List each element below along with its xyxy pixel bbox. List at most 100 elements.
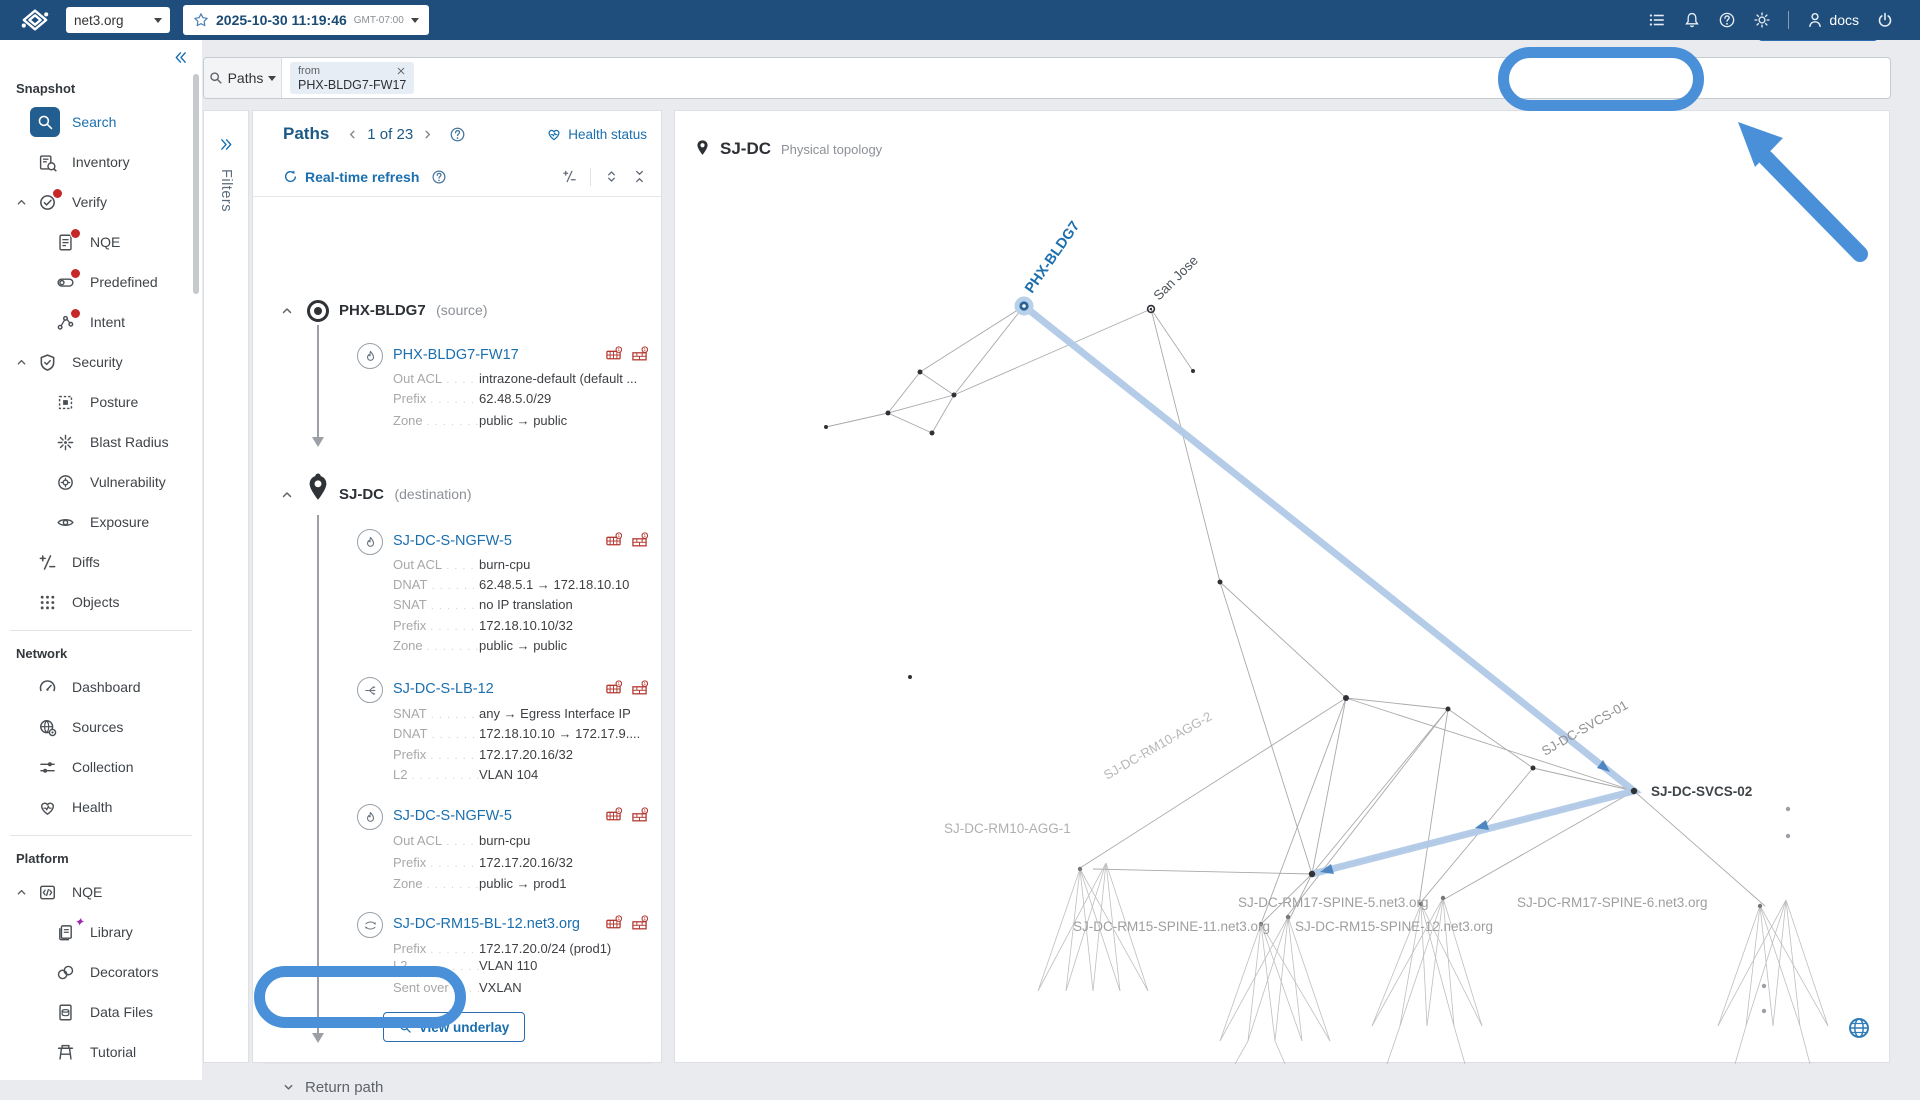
diffs-icon	[38, 553, 57, 572]
hop-detail-row: Prefix172.17.20.16/32	[253, 852, 661, 872]
hop-row: SJ-DC-S-NGFW-5	[253, 529, 661, 555]
hop-device-link[interactable]: PHX-BLDG7-FW17	[393, 347, 519, 363]
sidebar-item-collection[interactable]: Collection	[0, 747, 202, 787]
view-underlay-button[interactable]: View underlay	[383, 1012, 525, 1042]
vulnerability-icon	[56, 473, 75, 492]
topology-nodes[interactable]	[824, 304, 1763, 927]
nat-issue-icon[interactable]	[631, 915, 648, 932]
sidebar-item-health[interactable]: Health	[0, 787, 202, 827]
nat-issue-icon[interactable]	[631, 532, 648, 549]
sidebar-group-nqe[interactable]: NQE	[0, 872, 202, 912]
sidebar-item-nqe-checks[interactable]: NQE	[0, 222, 202, 262]
destination-group-row[interactable]: SJ-DC (destination)	[253, 473, 661, 508]
sidebar-item-blast-radius[interactable]: Blast Radius	[0, 422, 202, 462]
sidebar-item-dashboard[interactable]: Dashboard	[0, 667, 202, 707]
docs-menu[interactable]: docs	[1806, 11, 1859, 29]
sidebar-item-vulnerability[interactable]: Vulnerability	[0, 462, 202, 502]
nat-issue-icon[interactable]	[631, 807, 648, 824]
hop-detail-row: L2VLAN 110	[253, 955, 661, 975]
chevron-up-icon[interactable]	[281, 305, 293, 317]
collapse-sidebar-icon[interactable]	[173, 50, 188, 65]
sidebar-item-inventory[interactable]: Inventory	[0, 142, 202, 182]
acl-issue-icon[interactable]	[605, 915, 622, 932]
sidebar-item-intent[interactable]: Intent	[0, 302, 202, 342]
collapse-all-icon[interactable]	[632, 169, 647, 184]
world-map-icon[interactable]	[1847, 1016, 1871, 1040]
nat-issue-icon[interactable]	[631, 346, 648, 363]
nat-issue-icon[interactable]	[631, 680, 648, 697]
highlighted-path[interactable]	[1021, 303, 1642, 878]
acl-issue-icon[interactable]	[605, 807, 622, 824]
sidebar-item-exposure[interactable]: Exposure	[0, 502, 202, 542]
hop-device-link[interactable]: SJ-DC-RM15-BL-12.net3.org	[393, 916, 580, 932]
star-icon[interactable]	[193, 12, 209, 28]
search-filter-chip[interactable]: from PHX-BLDG7-FW17	[290, 62, 415, 94]
expand-all-icon[interactable]	[604, 169, 619, 184]
hop-device-link[interactable]: SJ-DC-S-LB-12	[393, 681, 494, 697]
paths-help-icon[interactable]	[449, 126, 466, 143]
topology-canvas[interactable]: PHX-BLDG7 San Jose SJ-DC-RM10-AGG-2 SJ-D…	[675, 111, 1891, 1064]
task-list-icon[interactable]	[1648, 11, 1666, 29]
chip-close-icon[interactable]	[396, 66, 406, 76]
logout-power-icon[interactable]	[1876, 11, 1894, 29]
library-icon: ✦	[56, 915, 84, 942]
chevron-down-icon	[410, 17, 419, 23]
sidebar-item-tutorial[interactable]: Tutorial	[0, 1032, 202, 1072]
source-bullseye-icon	[307, 300, 329, 322]
expand-filters-icon[interactable]	[219, 137, 234, 152]
sidebar-group-security[interactable]: Security	[0, 342, 202, 382]
path-search-bar[interactable]: Paths from PHX-BLDG7-FW17	[203, 57, 1891, 99]
help-icon[interactable]	[1718, 11, 1736, 29]
show-diffs-icon[interactable]	[562, 169, 577, 184]
sidebar-item-search[interactable]: Search	[0, 102, 202, 142]
sidebar-item-data-files[interactable]: Data Files	[0, 992, 202, 1032]
next-path-icon[interactable]	[422, 129, 433, 140]
sidebar-group-verify[interactable]: Verify	[0, 182, 202, 222]
hop-device-link[interactable]: SJ-DC-S-NGFW-5	[393, 808, 512, 824]
settings-icon[interactable]	[1753, 11, 1771, 29]
search-mode-dropdown[interactable]: Paths	[204, 58, 282, 98]
realtime-refresh-button[interactable]: Real-time refresh	[283, 169, 419, 185]
more-nodes-ellipsis	[1761, 806, 1791, 1014]
sidebar-scrollbar[interactable]	[193, 74, 199, 294]
sidebar-item-decorators[interactable]: Decorators	[0, 952, 202, 992]
sidebar-item-sources[interactable]: Sources	[0, 707, 202, 747]
chevron-up-icon[interactable]	[16, 357, 27, 368]
sidebar-item-predefined[interactable]: Predefined	[0, 262, 202, 302]
sidebar-item-diffs[interactable]: Diffs	[0, 542, 202, 582]
exposure-eye-icon	[56, 513, 75, 532]
hop-row: SJ-DC-S-NGFW-5	[253, 804, 661, 830]
acl-issue-icon[interactable]	[605, 346, 622, 363]
hop-detail-row: Prefix172.17.20.0/24 (prod1)	[253, 938, 661, 958]
refresh-help-icon[interactable]	[431, 169, 447, 185]
notifications-bell-icon[interactable]	[1683, 11, 1701, 29]
sidebar-item-objects[interactable]: Objects	[0, 582, 202, 622]
health-heart-icon	[546, 126, 562, 142]
source-node-marker[interactable]	[1014, 296, 1034, 316]
return-path-toggle[interactable]: Return path	[253, 1074, 661, 1100]
chevron-up-icon[interactable]	[16, 197, 27, 208]
hop-detail-row: SNATno IP translation	[253, 594, 661, 614]
sidebar-item-posture[interactable]: Posture	[0, 382, 202, 422]
tutorial-icon	[56, 1043, 75, 1062]
health-status-link[interactable]: Health status	[546, 126, 647, 142]
source-group-row[interactable]: PHX-BLDG7 (source)	[253, 298, 661, 324]
hop-device-link[interactable]: SJ-DC-S-NGFW-5	[393, 533, 512, 549]
divider	[10, 835, 192, 836]
chevron-up-icon[interactable]	[281, 489, 293, 501]
snapshot-datetime-selector[interactable]: 2025-10-30 11:19:46 GMT-07:00	[183, 5, 429, 35]
acl-issue-icon[interactable]	[605, 532, 622, 549]
sidebar-item-library[interactable]: ✦ Library	[0, 912, 202, 952]
acl-issue-icon[interactable]	[605, 680, 622, 697]
inventory-icon	[38, 153, 57, 172]
previous-path-icon[interactable]	[347, 129, 358, 140]
network-selector[interactable]: net3.org	[66, 7, 170, 33]
path-connector-arrow	[312, 437, 324, 447]
refresh-icon	[283, 169, 298, 184]
chevron-up-icon[interactable]	[16, 887, 27, 898]
filters-panel-collapsed: Filters	[203, 110, 249, 1063]
top-bar: net3.org 2025-10-30 11:19:46 GMT-07:00 d…	[0, 0, 1920, 40]
objects-grid-icon	[38, 593, 57, 612]
divider	[263, 1063, 651, 1064]
filters-tab[interactable]: Filters	[218, 169, 234, 212]
